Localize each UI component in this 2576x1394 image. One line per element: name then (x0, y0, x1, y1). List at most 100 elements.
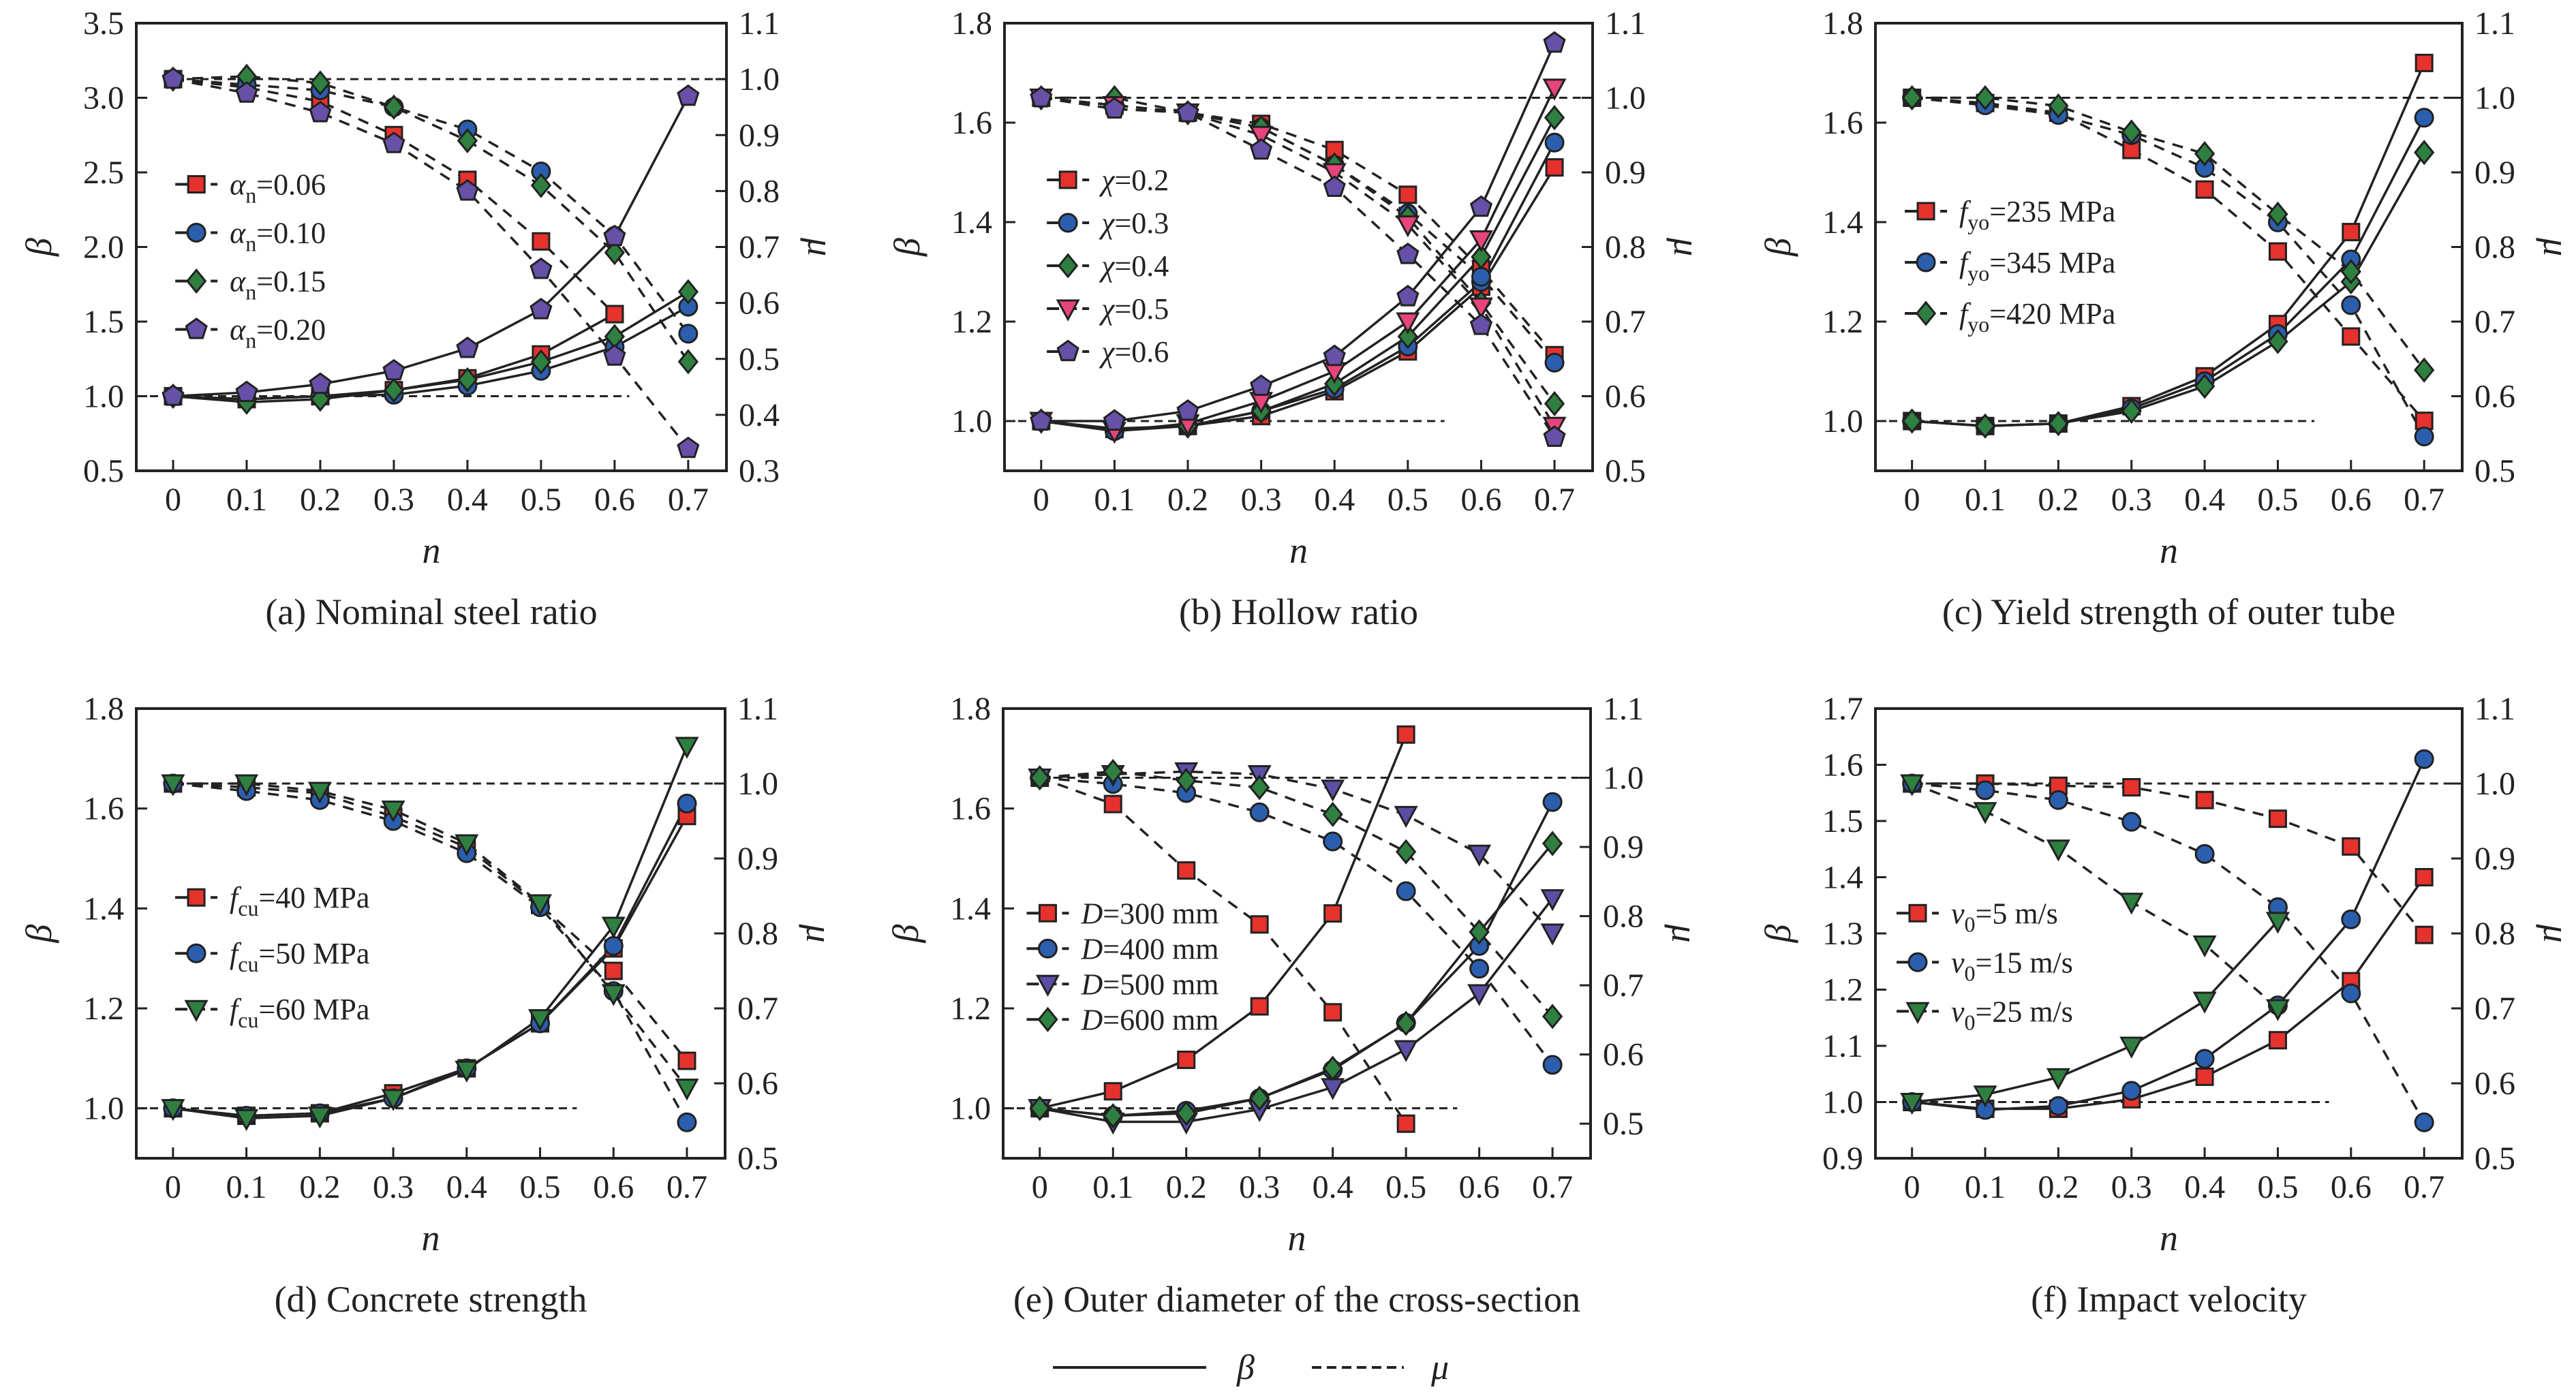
y-left-tick-label: 1.2 (1822, 972, 1863, 1008)
x-tick-label: 0.3 (1241, 482, 1282, 518)
x-tick-label: 0.6 (2331, 1169, 2372, 1205)
x-tick-label: 0.4 (2184, 482, 2225, 518)
y-right-tick-label: 1.1 (2474, 5, 2515, 42)
x-tick-label: 0.2 (1166, 1169, 1207, 1205)
legend-value: =235 MPa (1989, 195, 2115, 228)
y-right-tick-label: 1.1 (1603, 691, 1644, 727)
series-0-mu-line (1912, 96, 2425, 422)
legend-symbol: D (1080, 932, 1103, 965)
series-3-mu-point (1322, 801, 1343, 827)
series-3-beta-point (530, 298, 553, 320)
series-3-mu-point (309, 100, 332, 123)
series-4-beta-point (1469, 195, 1493, 217)
legend-marker-square (1058, 170, 1077, 189)
x-tick-label: 0 (165, 482, 181, 518)
legend-label: fyo=345 MPa (1959, 246, 2115, 285)
series-2-mu-point (1901, 84, 1922, 111)
series-2-beta-point (381, 1089, 405, 1111)
series-3-beta-point (1396, 312, 1420, 335)
legend-label: D=500 mm (1080, 967, 1218, 1001)
series-2-beta-point (1544, 105, 1565, 131)
series-1-mu-point (2414, 1112, 2434, 1132)
series-3-mu-point (1029, 764, 1050, 791)
series-4-beta-point (1176, 399, 1199, 421)
y-left-tick-label: 1.0 (83, 1091, 124, 1127)
y-right-tick-label: 0.5 (2474, 453, 2515, 489)
series-2-mu-point (234, 774, 259, 796)
y-right-tick-label: 0.5 (1605, 453, 1646, 489)
y-right-tick-label: 0.9 (1605, 155, 1646, 191)
legend-marker-square (1908, 903, 1927, 923)
y-left-tick-label: 1.8 (1822, 5, 1863, 42)
series-1-mu-point (677, 1112, 697, 1132)
series-0-mu-point (2195, 790, 2214, 809)
legend-subscript: cu (238, 952, 258, 976)
series-2-beta-point (2121, 398, 2142, 424)
series-1-beta-line (172, 305, 689, 401)
legend-marker-circle (1058, 213, 1078, 233)
series-0-mu-point (2268, 242, 2287, 261)
y-left-tick-label: 1.7 (1822, 691, 1863, 727)
series-4-mu-point (1323, 175, 1346, 198)
series-0-mu-point (605, 305, 624, 324)
series-0-mu-point (677, 1051, 696, 1070)
panel-caption: (c) Yield strength of outer tube (1942, 591, 2395, 632)
legend-symbol: α (230, 168, 246, 202)
series-4-mu-point (1176, 100, 1199, 123)
x-tick-label: 0.2 (1167, 482, 1208, 518)
x-tick-label: 0.1 (1965, 482, 2006, 518)
series-3-beta-point (235, 380, 258, 403)
series-3-beta-point (1029, 1096, 1050, 1121)
legend-subscript: yo (1967, 312, 1989, 337)
legend-marker-circle (186, 223, 206, 243)
y-left-tick-label: 1.2 (950, 991, 991, 1027)
legend-symbol: χ (1099, 164, 1116, 197)
series-2-mu-point (1973, 802, 1997, 824)
series-3-beta-point (1103, 1103, 1124, 1129)
series-legend: D=300 mmD=400 mmD=500 mmD=600 mm (1026, 897, 1219, 1036)
series-1-mu-point (2121, 811, 2142, 832)
series-2-beta-point (307, 1106, 332, 1129)
series-0-mu-point (532, 232, 551, 251)
series-0-mu-point (1398, 185, 1417, 204)
legend-label: fyo=235 MPa (1959, 195, 2115, 234)
y-left-tick-label: 0.9 (1822, 1141, 1863, 1177)
series-2-mu-point (2267, 201, 2288, 227)
series-3-beta-line (1041, 87, 1556, 433)
legend-marker-circle (1037, 938, 1058, 959)
series-2-beta-point (1540, 889, 1565, 912)
x-tick-label: 0 (1033, 482, 1049, 518)
series-2-mu-point (2192, 935, 2217, 958)
legend-marker-pentagon (1056, 339, 1079, 362)
x-axis-label: n (1289, 530, 1308, 571)
series-0-mu-point (2342, 837, 2361, 856)
y-left-tick-label: 1.8 (83, 691, 124, 727)
y-left-tick-label: 1.4 (1822, 204, 1863, 241)
series-2-mu-point (1540, 923, 1565, 946)
series-2-beta-point (455, 1060, 479, 1083)
legend-symbol: χ (1099, 249, 1116, 283)
x-tick-label: 0.4 (1314, 482, 1355, 518)
series-legend: fyo=235 MPa fyo=345 MPa fyo=420 MPa (1905, 195, 2115, 337)
series-2-beta-point (2192, 991, 2217, 1014)
y-right-axis-label: μ (1666, 237, 1707, 256)
series-3-beta-point (603, 224, 626, 247)
y-right-tick-label: 0.6 (1603, 1037, 1644, 1073)
legend-label: fcu=60 MPa (230, 993, 369, 1032)
series-4-beta-point (1250, 374, 1273, 397)
legend-marker-diamond (1915, 300, 1937, 326)
series-2-mu-point (1321, 779, 1345, 802)
legend-value: =0.06 (256, 168, 326, 202)
series-0-beta-line (1039, 734, 1407, 1110)
x-tick-label: 0.1 (1965, 1169, 2006, 1205)
x-tick-label: 0.3 (373, 1169, 414, 1205)
panel-caption: (d) Concrete strength (275, 1279, 587, 1320)
y-left-axis-label: β (1758, 238, 1798, 257)
y-right-tick-label: 0.8 (1605, 230, 1646, 266)
series-legend: fcu=40 MPa fcu=50 MPa fcu=60 MPa (175, 881, 369, 1032)
series-1-mu-point (1542, 1055, 1563, 1075)
legend-marker-square (1916, 202, 1935, 221)
y-left-tick-label: 1.0 (950, 1091, 991, 1127)
series-2-mu-point (2119, 893, 2144, 915)
x-axis-label: n (1288, 1218, 1306, 1258)
